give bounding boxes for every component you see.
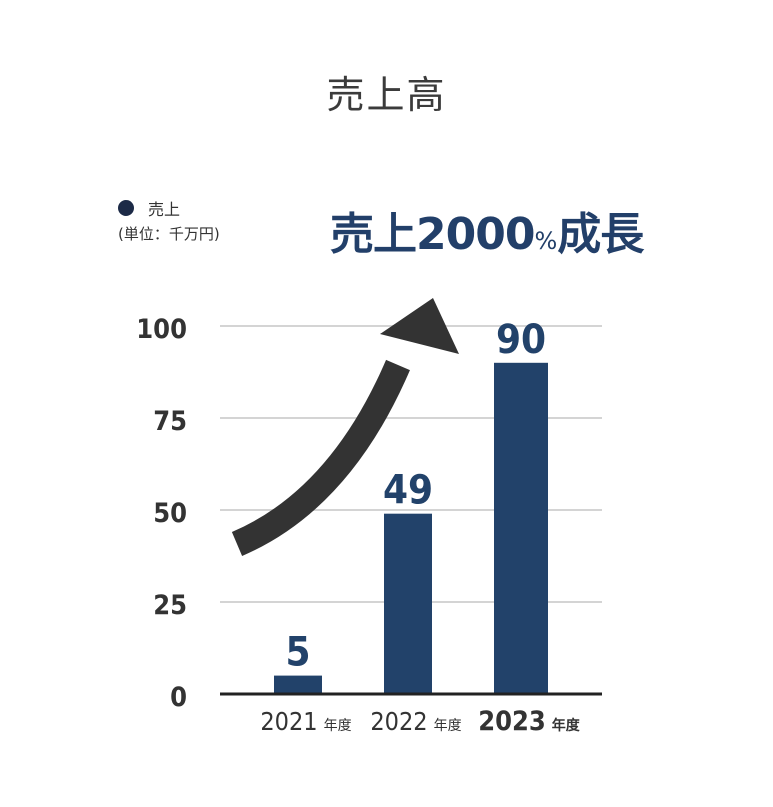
headline-number: 2000 bbox=[416, 209, 535, 260]
growth-arrow-head bbox=[380, 298, 459, 354]
x-tick-label: 2021 年度 bbox=[260, 707, 351, 736]
legend-item: 売上 bbox=[118, 197, 220, 219]
legend: 売上 (単位：千万円) bbox=[118, 197, 220, 244]
headline-suffix: 成長 bbox=[557, 209, 644, 260]
y-tick-label: 100 bbox=[136, 314, 187, 345]
headline-percent: % bbox=[534, 227, 558, 255]
y-tick-label: 75 bbox=[153, 406, 187, 437]
growth-arrow bbox=[231, 298, 459, 556]
data-label: 90 bbox=[496, 317, 546, 363]
unit-label: (単位：千万円) bbox=[118, 225, 220, 243]
x-tick-label: 2023 年度 bbox=[478, 706, 581, 737]
y-tick-label: 25 bbox=[153, 590, 187, 621]
x-tick-label: 2022 年度 bbox=[370, 707, 461, 736]
chart-title: 売上高 bbox=[326, 73, 447, 117]
legend-series-label: 売上 bbox=[148, 200, 181, 219]
bar bbox=[494, 362, 548, 694]
y-axis-ticks: 0 25 50 75 100 bbox=[136, 314, 187, 713]
data-labels: 5 49 90 bbox=[285, 317, 546, 676]
legend-dot-icon bbox=[118, 200, 134, 216]
headline-prefix: 売上 bbox=[330, 209, 417, 260]
bar bbox=[384, 513, 432, 694]
y-tick-label: 0 bbox=[170, 682, 187, 713]
x-axis-ticks: 2021 年度 2022 年度 2023 年度 bbox=[260, 706, 580, 737]
y-tick-label: 50 bbox=[153, 498, 187, 529]
data-label: 49 bbox=[383, 468, 433, 514]
growth-arrow-shaft bbox=[231, 359, 410, 556]
bars bbox=[274, 362, 548, 694]
growth-headline: 売上2000%成長 bbox=[330, 198, 644, 262]
data-label: 5 bbox=[285, 630, 310, 676]
bar bbox=[274, 675, 322, 694]
